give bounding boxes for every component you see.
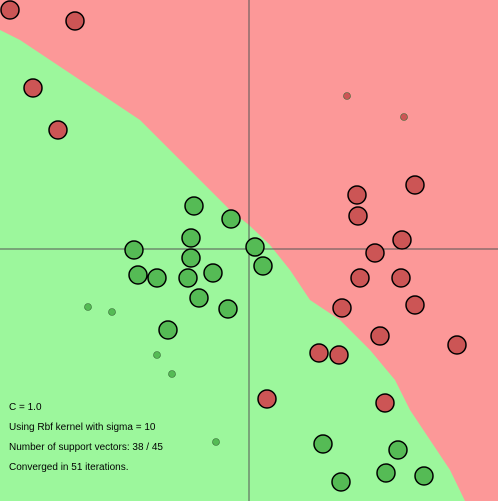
point	[331, 472, 351, 492]
point	[392, 230, 412, 250]
point	[153, 351, 161, 359]
point	[124, 240, 144, 260]
point	[370, 326, 390, 346]
point	[221, 209, 241, 229]
point	[391, 268, 411, 288]
point	[343, 92, 351, 100]
point	[48, 120, 68, 140]
point	[332, 298, 352, 318]
point	[400, 113, 408, 121]
point	[313, 434, 333, 454]
point	[128, 265, 148, 285]
point	[189, 288, 209, 308]
point	[405, 175, 425, 195]
point	[181, 228, 201, 248]
annotation: Using Rbf kernel with sigma = 10	[9, 422, 156, 433]
point	[218, 299, 238, 319]
point	[329, 345, 349, 365]
point	[168, 370, 176, 378]
point	[203, 263, 223, 283]
point	[212, 438, 220, 446]
point	[309, 343, 329, 363]
point	[178, 268, 198, 288]
point	[257, 389, 277, 409]
point	[365, 243, 385, 263]
point	[376, 463, 396, 483]
point	[184, 196, 204, 216]
annotation: Number of support vectors: 38 / 45	[9, 442, 163, 453]
point	[414, 466, 434, 486]
point	[375, 393, 395, 413]
point	[65, 11, 85, 31]
point	[350, 268, 370, 288]
annotation: Converged in 51 iterations.	[9, 462, 129, 473]
point	[181, 248, 201, 268]
point	[84, 303, 92, 311]
point	[388, 440, 408, 460]
point	[348, 206, 368, 226]
points	[0, 0, 467, 492]
point	[245, 237, 265, 257]
point	[147, 268, 167, 288]
annotation: C = 1.0	[9, 402, 42, 413]
point	[447, 335, 467, 355]
point	[158, 320, 178, 340]
point	[108, 308, 116, 316]
point	[405, 295, 425, 315]
point	[23, 78, 43, 98]
point	[0, 0, 20, 20]
point	[347, 185, 367, 205]
point	[253, 256, 273, 276]
